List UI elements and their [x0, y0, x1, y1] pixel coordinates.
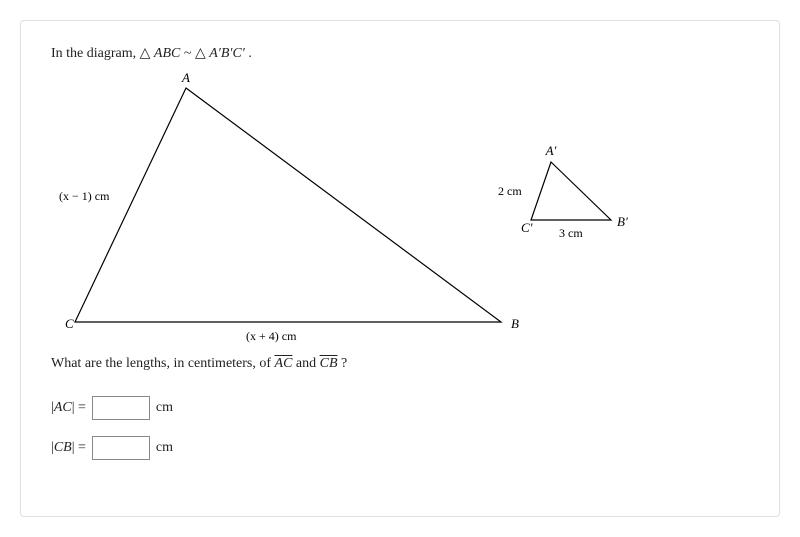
vertex-Cp: C′: [521, 220, 533, 235]
answer-input-AC[interactable]: [92, 396, 150, 420]
segment-AC: AC: [275, 356, 293, 371]
answer-input-CB[interactable]: [92, 436, 150, 460]
triangle-symbol-1: △: [140, 46, 151, 61]
unit-CB: cm: [156, 440, 173, 456]
triangle-name-1: ABC: [154, 46, 180, 61]
diagram: A B C (x − 1) cm (x + 4) cm A′ B′ C′ 2 c…: [51, 70, 751, 350]
equals-2: =: [78, 440, 86, 456]
unit-AC: cm: [156, 400, 173, 416]
question-prefix: What are the lengths, in centimeters, of: [51, 356, 275, 371]
abs-close-1: |: [72, 400, 75, 416]
problem-container: In the diagram, △ ABC ~ △ A′B′C′ . A B C…: [20, 20, 780, 517]
answer-label-CB: |CB| =: [51, 440, 86, 456]
abs-close-2: |: [72, 440, 75, 456]
similar-symbol: ~: [184, 46, 192, 61]
answer-name-CB: CB: [54, 440, 72, 456]
side-ApCp-label: 2 cm: [498, 184, 522, 198]
problem-prefix: In the diagram,: [51, 46, 140, 61]
vertex-C: C: [65, 316, 74, 331]
vertex-Ap: A′: [545, 143, 557, 158]
triangle-name-2: A′B′C′: [209, 46, 245, 61]
small-triangle: [531, 162, 611, 220]
side-CB-label: (x + 4) cm: [246, 329, 297, 343]
question-text: What are the lengths, in centimeters, of…: [51, 356, 749, 372]
equals-1: =: [78, 400, 86, 416]
answer-name-AC: AC: [54, 400, 72, 416]
problem-statement: In the diagram, △ ABC ~ △ A′B′C′ .: [51, 45, 749, 62]
vertex-B: B: [511, 316, 519, 331]
side-AC-label: (x − 1) cm: [59, 189, 110, 203]
big-triangle: [75, 88, 501, 322]
answer-row-CB: |CB| = cm: [51, 436, 749, 460]
segment-CB: CB: [320, 356, 338, 371]
answer-row-AC: |AC| = cm: [51, 396, 749, 420]
answer-label-AC: |AC| =: [51, 400, 86, 416]
vertex-Bp: B′: [617, 214, 628, 229]
triangle-symbol-2: △: [195, 46, 206, 61]
diagram-svg: A B C (x − 1) cm (x + 4) cm A′ B′ C′ 2 c…: [51, 70, 751, 350]
vertex-A: A: [181, 70, 190, 85]
question-mid: and: [296, 356, 320, 371]
side-CpBp-label: 3 cm: [559, 226, 583, 240]
problem-suffix: .: [248, 46, 252, 61]
question-suffix: ?: [341, 356, 347, 371]
